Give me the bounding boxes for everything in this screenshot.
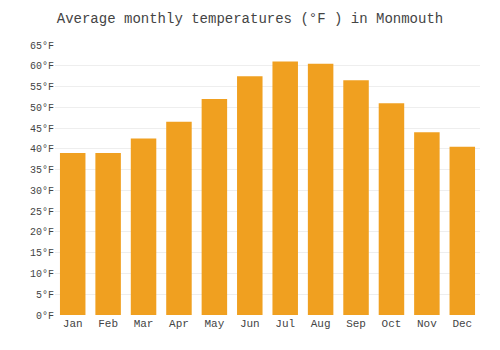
svg-text:Jan: Jan — [63, 318, 83, 330]
svg-text:Sep: Sep — [346, 318, 366, 330]
svg-text:Nov: Nov — [417, 318, 437, 330]
svg-text:Jul: Jul — [275, 318, 295, 330]
svg-text:30°F: 30°F — [30, 186, 54, 197]
svg-text:45°F: 45°F — [30, 124, 54, 135]
svg-text:40°F: 40°F — [30, 144, 54, 155]
svg-text:60°F: 60°F — [30, 61, 54, 72]
svg-text:Feb: Feb — [98, 318, 118, 330]
svg-text:5°F: 5°F — [36, 290, 54, 301]
svg-text:35°F: 35°F — [30, 165, 54, 176]
svg-text:10°F: 10°F — [30, 269, 54, 280]
svg-text:Apr: Apr — [169, 318, 189, 330]
svg-text:65°F: 65°F — [30, 41, 54, 52]
svg-text:Oct: Oct — [382, 318, 402, 330]
svg-text:Dec: Dec — [452, 318, 472, 330]
svg-text:15°F: 15°F — [30, 248, 54, 259]
svg-text:25°F: 25°F — [30, 207, 54, 218]
svg-text:Aug: Aug — [311, 318, 331, 330]
svg-text:0°F: 0°F — [36, 311, 54, 322]
svg-text:20°F: 20°F — [30, 227, 54, 238]
svg-text:Average monthly temperatures (: Average monthly temperatures (°F ) in Mo… — [57, 11, 443, 27]
svg-text:50°F: 50°F — [30, 103, 54, 114]
svg-text:Jun: Jun — [240, 318, 260, 330]
svg-text:May: May — [204, 318, 224, 330]
svg-text:55°F: 55°F — [30, 82, 54, 93]
svg-text:Mar: Mar — [134, 318, 154, 330]
